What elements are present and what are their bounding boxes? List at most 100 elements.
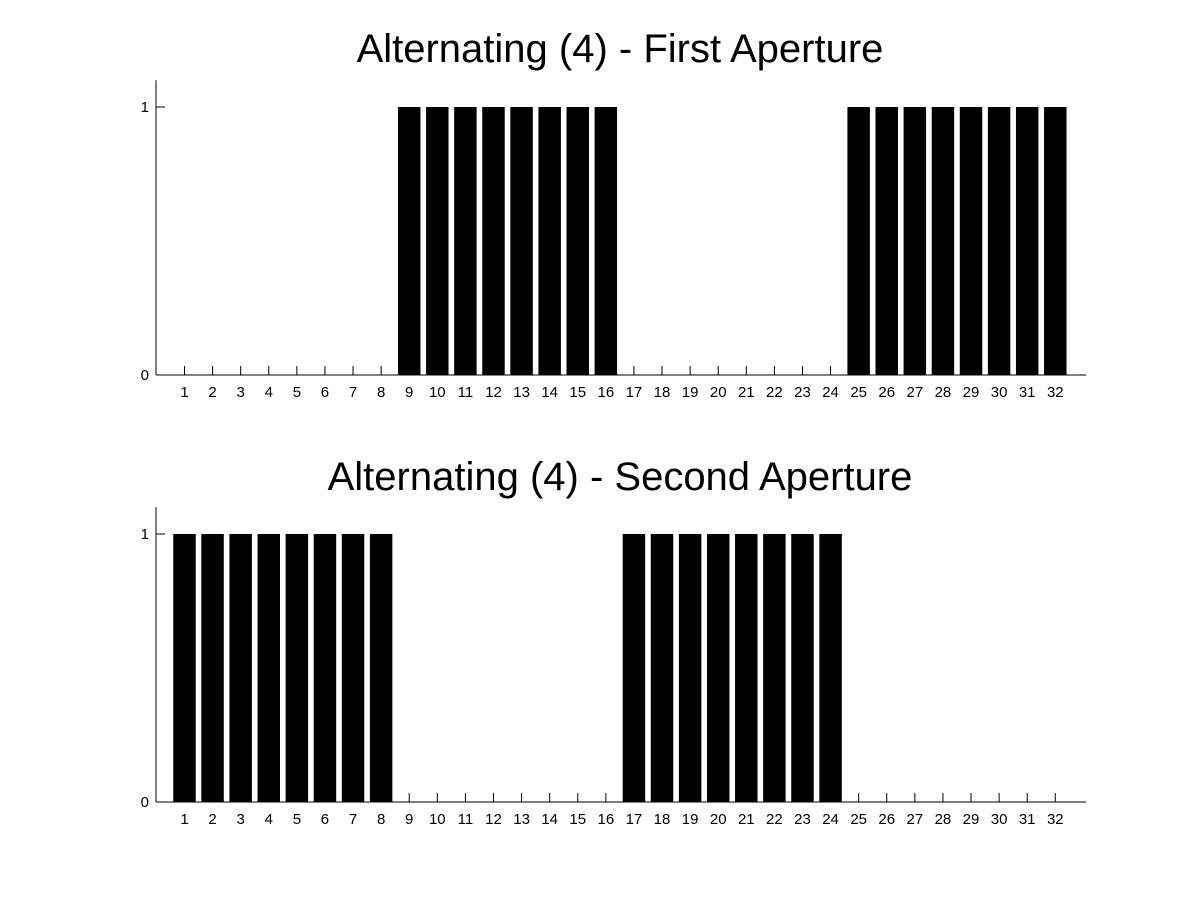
x-tick-label: 9 (405, 811, 413, 828)
x-tick-label: 30 (991, 384, 1008, 401)
x-tick-label: 17 (626, 384, 643, 401)
x-tick-labels: 1 2 3 4 5 6 7 8 9 10 11 12 13 14 15 16 17 18 19 20 21 22 23 24 2… (180, 811, 1063, 828)
x-tick-label: 15 (569, 384, 586, 401)
x-tick-label: 12 (485, 811, 502, 828)
y-tick-label: 0 (141, 794, 149, 811)
bar (201, 534, 224, 802)
x-tick-label: 21 (738, 384, 755, 401)
bar (875, 107, 898, 375)
x-tick-label: 11 (458, 384, 474, 401)
bars (173, 534, 842, 802)
x-tick-label: 32 (1047, 384, 1064, 401)
axes (155, 507, 1086, 803)
x-tick-label: 24 (822, 811, 839, 828)
y-tick-labels: 01 (141, 99, 149, 384)
x-tick-label: 14 (541, 384, 558, 401)
x-tick-label: 18 (654, 811, 671, 828)
x-tick-label: 27 (906, 384, 923, 401)
x-tick-label: 1 (180, 811, 188, 828)
axes (155, 80, 1086, 376)
x-tick-label: 13 (513, 384, 530, 401)
x-tick-label: 23 (794, 811, 811, 828)
x-tick-label: 31 (1019, 811, 1036, 828)
bar (538, 107, 561, 375)
x-tick-label: 7 (349, 384, 357, 401)
x-tick-label: 18 (654, 384, 671, 401)
bar (678, 534, 702, 802)
x-tick-label: 4 (265, 811, 273, 828)
bar (791, 534, 814, 802)
x-tick-label: 24 (822, 384, 839, 401)
x-tick-label: 6 (321, 384, 329, 401)
x-tick-label: 17 (626, 811, 643, 828)
x-tick-label: 14 (541, 811, 558, 828)
bar (426, 107, 449, 375)
bar (959, 107, 983, 375)
x-tick-label: 27 (906, 811, 923, 828)
bar (819, 534, 842, 802)
bar (1015, 107, 1039, 375)
x-tick-label: 20 (710, 811, 727, 828)
x-tick-label: 1 (180, 384, 188, 401)
x-tick-label: 3 (237, 384, 245, 401)
bar (1044, 107, 1067, 375)
x-tick-label: 20 (710, 384, 727, 401)
x-tick-label: 3 (237, 811, 245, 828)
chart-title: Alternating (4) - First Aperture (357, 27, 884, 71)
x-tick-label: 19 (682, 811, 699, 828)
x-tick-label: 25 (850, 811, 867, 828)
x-tick-label: 29 (963, 811, 980, 828)
x-tick-label: 32 (1047, 811, 1064, 828)
x-tick-label: 22 (766, 811, 783, 828)
bar (369, 534, 393, 802)
x-tick-label: 5 (293, 811, 301, 828)
bar (454, 107, 477, 375)
x-tick-label: 15 (569, 811, 586, 828)
x-tick-label: 21 (738, 811, 755, 828)
x-tick-label: 19 (682, 384, 699, 401)
bar (650, 534, 674, 802)
x-tick-label: 11 (458, 811, 474, 828)
x-tick-label: 5 (293, 384, 301, 401)
x-tick-label: 23 (794, 384, 811, 401)
bar (397, 107, 421, 375)
bar (229, 534, 252, 802)
x-tick-label: 2 (208, 384, 216, 401)
bar (594, 107, 618, 375)
bar (341, 534, 365, 802)
x-tick-label: 25 (850, 384, 867, 401)
x-tick-label: 6 (321, 811, 329, 828)
x-tick-label: 16 (598, 384, 615, 401)
bar (706, 534, 730, 802)
bar (257, 534, 280, 802)
x-tick-labels: 1 2 3 4 5 6 7 8 9 10 11 12 13 14 15 16 17 18 19 20 21 22 23 24 2… (180, 384, 1063, 401)
chart-title: Alternating (4) - Second Aperture (328, 455, 913, 499)
x-tick-label: 29 (963, 384, 980, 401)
x-tick-label: 31 (1019, 384, 1036, 401)
x-tick-label: 10 (429, 384, 446, 401)
x-tick-label: 8 (377, 811, 385, 828)
x-tick-label: 30 (991, 811, 1008, 828)
bar (173, 534, 196, 802)
bar (622, 534, 646, 802)
x-tick-label: 22 (766, 384, 783, 401)
bar (903, 107, 927, 375)
bar (285, 534, 309, 802)
x-tick-label: 28 (935, 384, 952, 401)
bar (735, 534, 758, 802)
y-tick-labels: 01 (141, 526, 149, 811)
bar (313, 534, 337, 802)
x-tick-label: 4 (265, 384, 273, 401)
x-tick-label: 10 (429, 811, 446, 828)
bar (510, 107, 533, 375)
bar (482, 107, 505, 375)
bar (566, 107, 589, 375)
x-tick-label: 26 (878, 384, 895, 401)
bars (397, 107, 1067, 375)
x-tick-label: 13 (513, 811, 530, 828)
x-tick-label: 16 (598, 811, 615, 828)
y-tick-label: 1 (141, 99, 149, 116)
x-tick-label: 28 (935, 811, 952, 828)
bar (931, 107, 955, 375)
